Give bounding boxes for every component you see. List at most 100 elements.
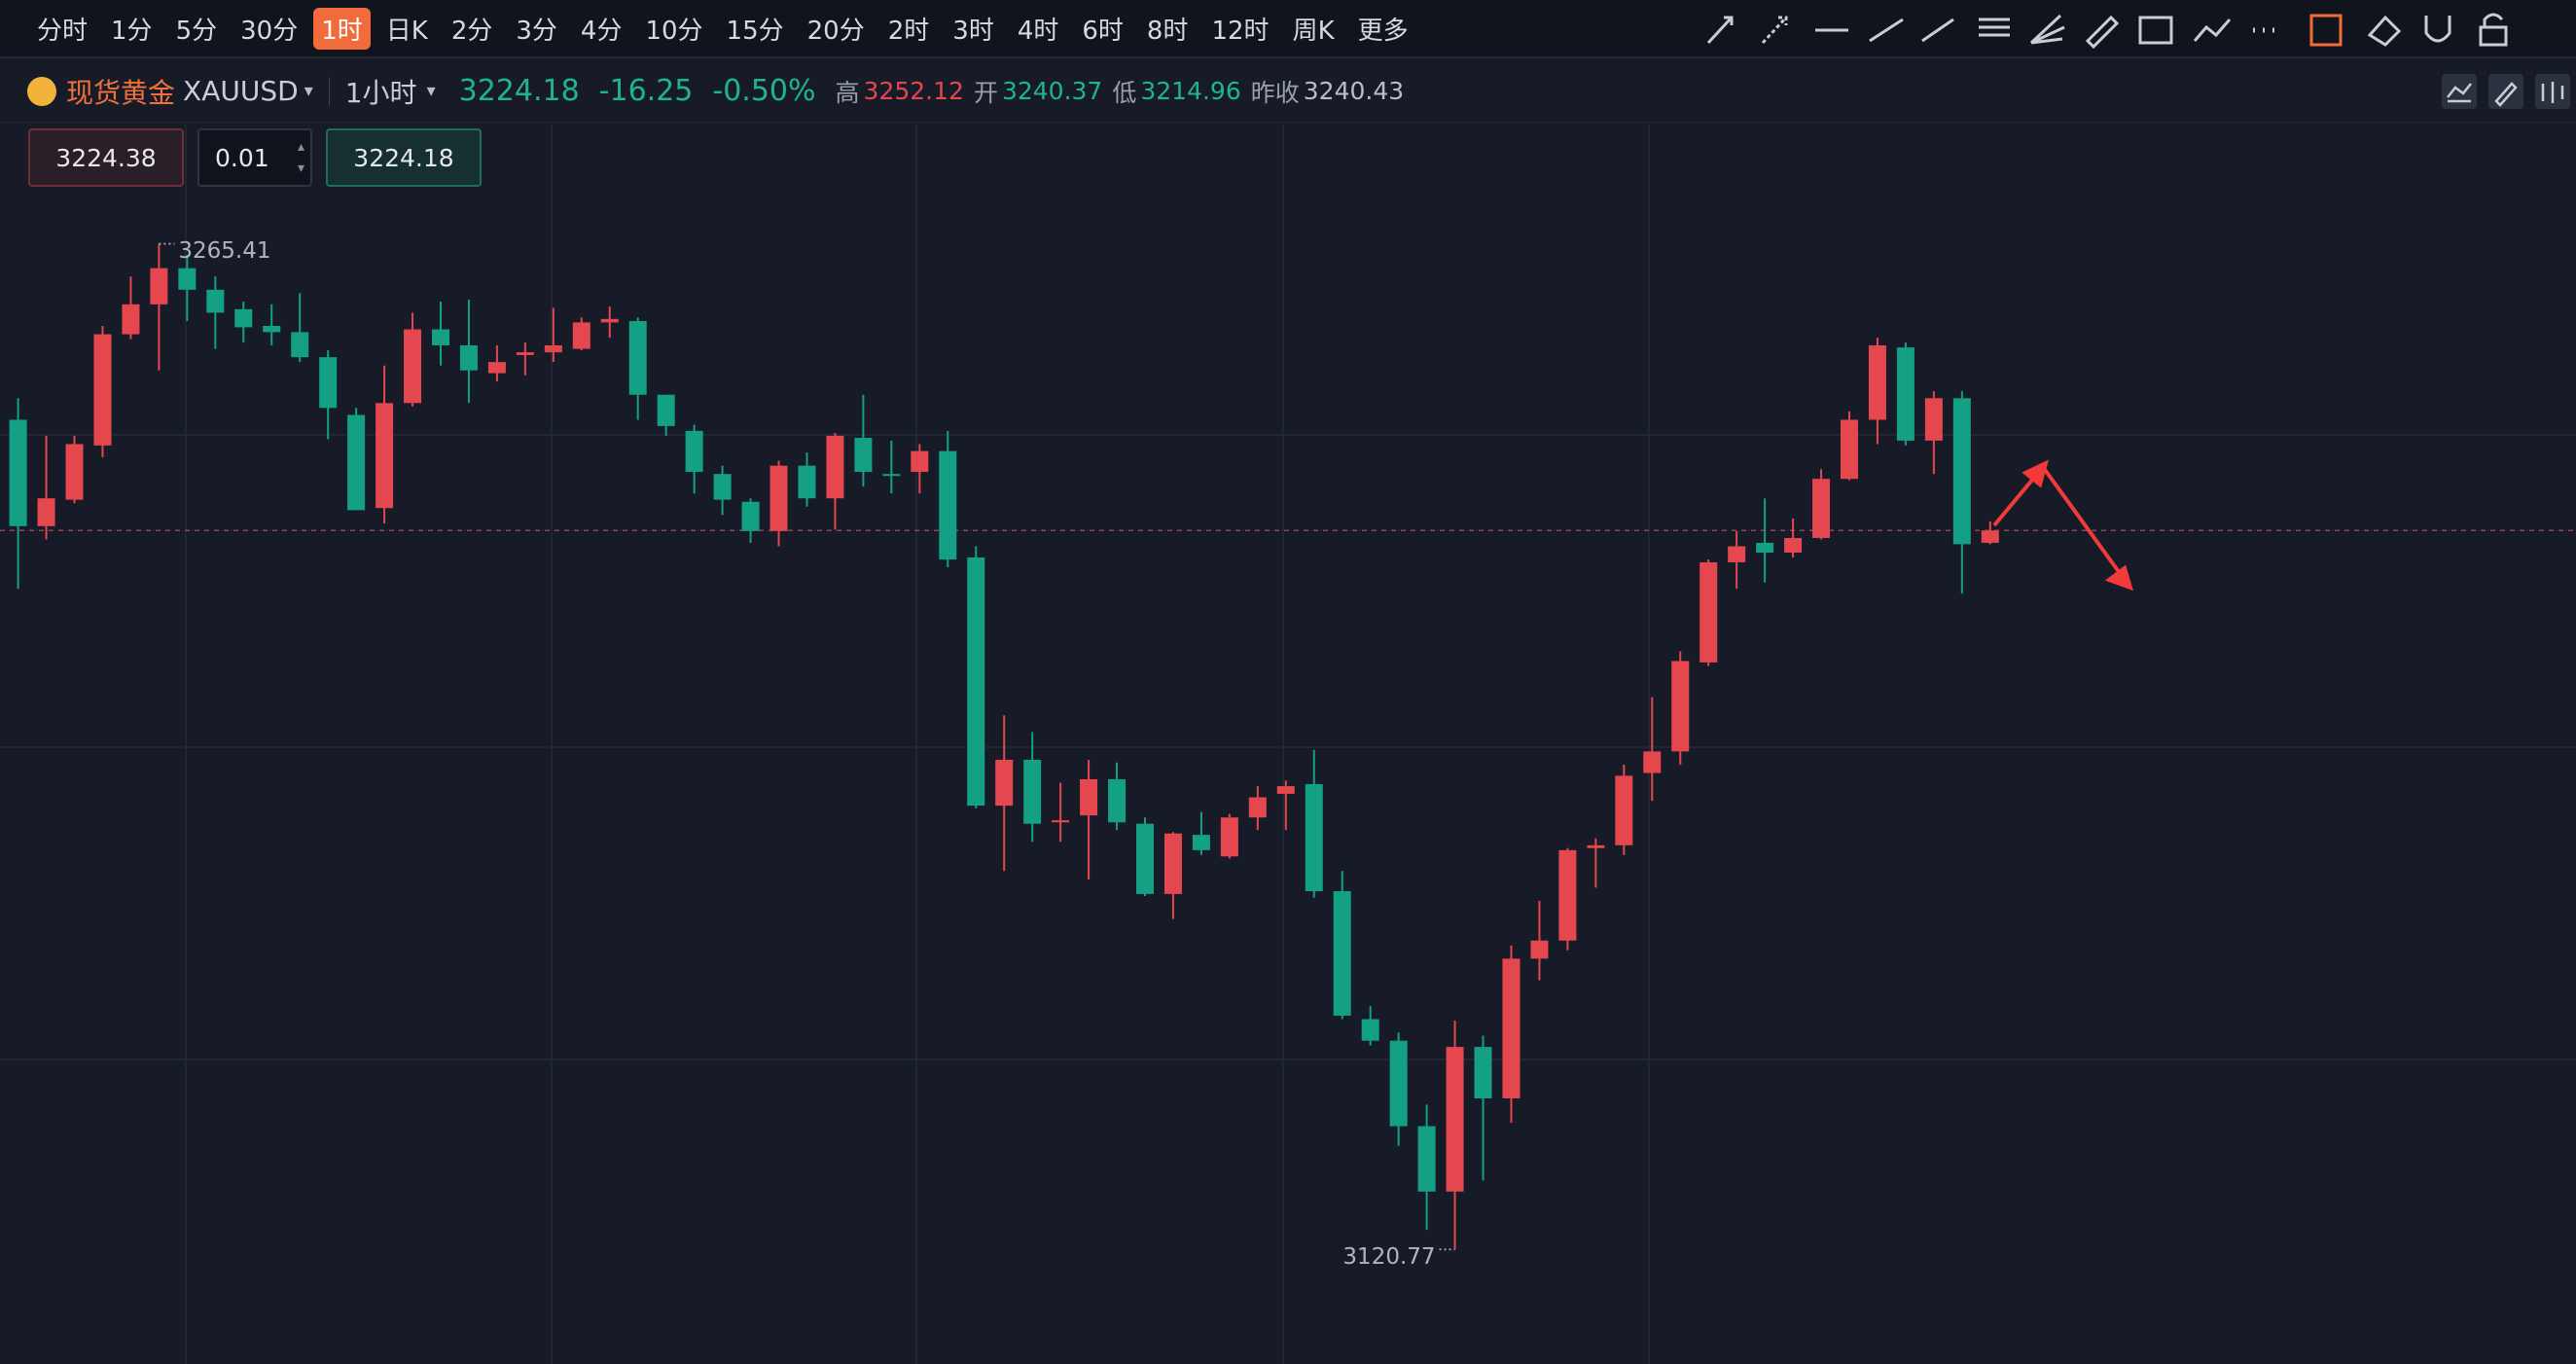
lock-shackle [2483, 13, 2504, 27]
candle-body [1389, 1040, 1408, 1127]
interval-option[interactable]: 日K [385, 16, 428, 46]
candle-body [1924, 398, 1943, 441]
indicator-tool[interactable] [2193, 18, 2232, 42]
interval-option[interactable]: 4时 [1017, 16, 1059, 46]
candle-body [37, 498, 55, 526]
candle-body [1896, 347, 1914, 441]
candle-body [1446, 1047, 1464, 1192]
candle-body [685, 430, 703, 473]
instrument-name[interactable]: 现货黄金 [66, 76, 176, 109]
trend-tool[interactable] [1921, 18, 1954, 43]
interval-option[interactable]: 12时 [1211, 16, 1270, 46]
candle-body [544, 344, 562, 353]
candle-body [1615, 775, 1633, 845]
candle-body [487, 362, 506, 374]
buy-button[interactable]: 3224.18 [326, 128, 482, 187]
quantity-input[interactable]: 0.01 ▴ ▾ [197, 128, 312, 187]
interval-option[interactable]: 2分 [450, 16, 493, 46]
interval-option[interactable]: 分时 [37, 16, 89, 46]
candle-body [1558, 849, 1577, 941]
candle-body [319, 357, 338, 409]
candle-body [826, 435, 844, 499]
edit-tool[interactable] [2309, 14, 2343, 47]
interval-option[interactable]: 3时 [952, 16, 994, 46]
candle-body [347, 414, 366, 511]
lock-tool[interactable] [2479, 25, 2508, 47]
interval-option[interactable]: 1时 [313, 7, 371, 50]
magnet-tool[interactable] [2424, 16, 2451, 43]
interval-option[interactable]: 8时 [1146, 16, 1189, 46]
candle-body [1728, 546, 1746, 562]
symbol-dropdown[interactable]: ▾ [304, 81, 313, 101]
candle-body [1784, 537, 1803, 553]
interval-option[interactable]: 6时 [1082, 16, 1124, 46]
separator [328, 76, 330, 106]
candle-body [939, 450, 957, 560]
candle-body [1952, 398, 1971, 545]
candle-body [1192, 835, 1210, 850]
interval-option[interactable]: 2时 [887, 16, 930, 46]
candle-body [798, 465, 816, 499]
interval-option[interactable]: 20分 [806, 16, 865, 46]
open-label: 开 [973, 78, 998, 107]
interval-option[interactable]: 5分 [175, 16, 218, 46]
candle-body [1163, 833, 1182, 894]
candle-body [1587, 844, 1605, 848]
quantity-stepper[interactable]: ▴ ▾ [297, 139, 304, 176]
fib-tool[interactable] [1979, 18, 2010, 37]
candle-body [376, 403, 394, 509]
sell-button[interactable]: 3224.38 [28, 128, 184, 187]
candle-body [150, 268, 168, 305]
interval-option[interactable]: 15分 [726, 16, 784, 46]
eraser-tool[interactable] [2367, 15, 2402, 47]
fan-tool[interactable] [2029, 14, 2065, 45]
candle-body [713, 474, 732, 500]
candle-body [459, 344, 478, 371]
image-tool[interactable] [2138, 16, 2173, 45]
candle-body [1841, 419, 1858, 480]
interval-option[interactable]: 30分 [240, 16, 299, 46]
interval-option[interactable]: 3分 [516, 16, 557, 46]
interval-list: 分时 1分 5分 30分 1时 日K 2分 3分 4分 10分 15分 20分 2时 3时 4时 6时 8时 12… [29, 7, 1416, 50]
interval-select[interactable]: 1小时 [344, 76, 417, 109]
ray-tool[interactable] [1706, 16, 1734, 45]
low-value: 3214.96 [1140, 77, 1241, 105]
price-change-pct: -0.50% [712, 74, 816, 108]
candle-body [263, 325, 281, 333]
quote-bar: 现货黄金 XAUUSD ▾ 1小时 ▾ 3224.18 -16.25 -0.50… [0, 60, 2576, 123]
candle-body [1812, 479, 1831, 538]
interval-option[interactable]: 10分 [645, 16, 703, 46]
candle-body [122, 304, 140, 335]
candle-body [1136, 823, 1154, 894]
arrow-tool[interactable] [1761, 16, 1788, 45]
sell-price: 3224.38 [55, 143, 157, 172]
prev-close-value: 3240.43 [1303, 77, 1405, 105]
candle-body [404, 329, 422, 404]
candle-body [1868, 344, 1886, 420]
drawing-tools [1706, 13, 2508, 50]
min-label: 3120.77 [1342, 1244, 1435, 1270]
candle-body [1502, 958, 1521, 1098]
interval-option[interactable]: 更多 [1357, 16, 1409, 46]
candle-body [882, 474, 901, 477]
candle-body [234, 308, 253, 328]
chart-controls [2442, 74, 2570, 109]
brush-tool[interactable] [2085, 15, 2120, 50]
segment-tool[interactable] [1869, 18, 1904, 43]
instrument-symbol[interactable]: XAUUSD [183, 75, 299, 107]
candle-body [967, 556, 985, 807]
candle-body [911, 450, 929, 473]
candle-body [1080, 778, 1098, 816]
interval-dropdown[interactable]: ▾ [426, 81, 436, 101]
max-label: 3265.41 [178, 238, 270, 264]
candle-body [1671, 661, 1690, 752]
interval-option[interactable]: 1分 [111, 16, 153, 46]
interval-option[interactable]: 周K [1292, 16, 1335, 46]
candle-body [1333, 891, 1351, 1016]
candle-body [628, 320, 647, 395]
candle-body [1361, 1019, 1379, 1041]
candle-body [1474, 1047, 1492, 1098]
candle-body [657, 394, 675, 426]
interval-option[interactable]: 4分 [580, 16, 623, 46]
low-label: 低 [1112, 78, 1137, 107]
